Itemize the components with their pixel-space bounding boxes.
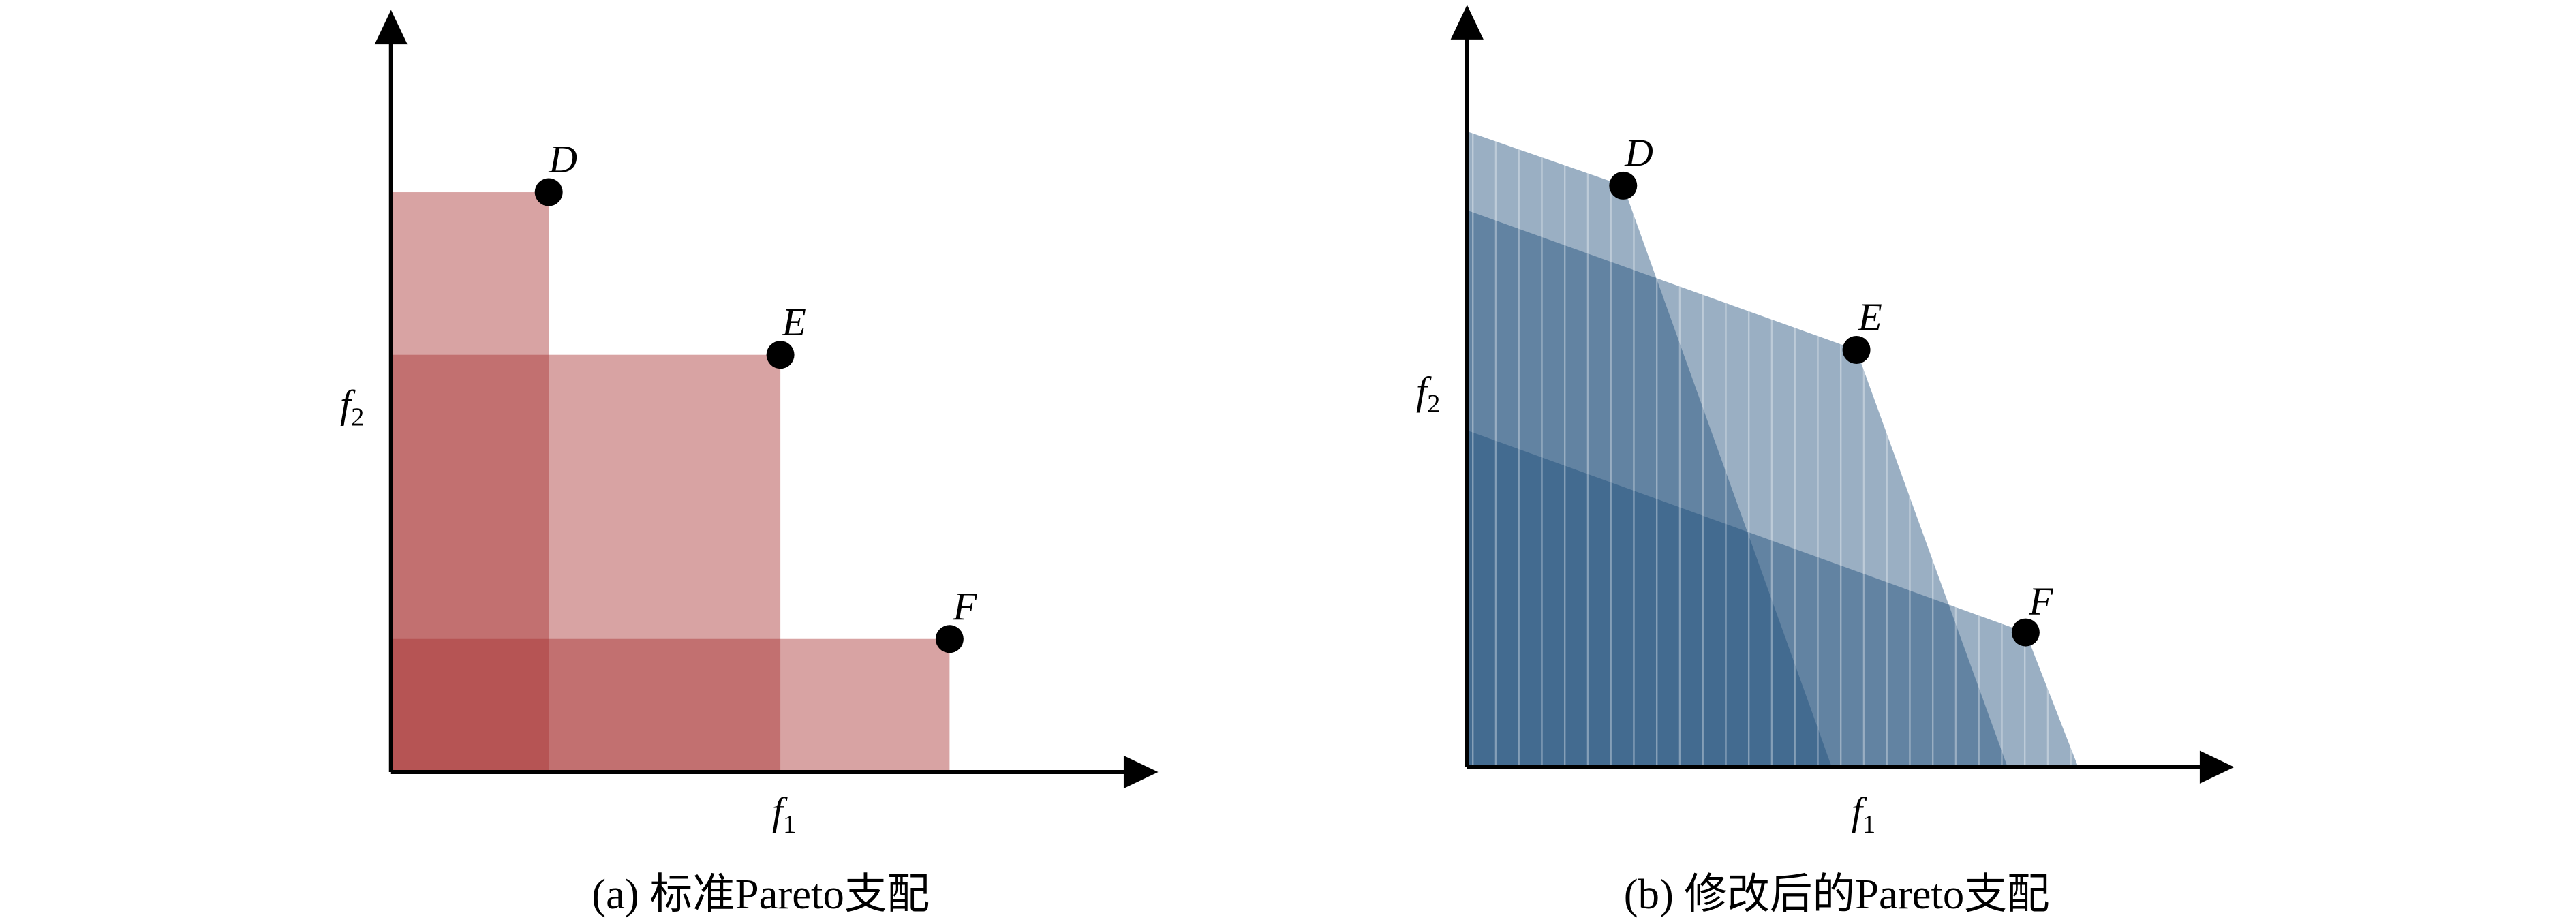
- label-sub: 2: [351, 403, 364, 431]
- panel-b: D E F f1 f2 (b) 修改后的Pareto支配: [1416, 5, 2235, 918]
- x-axis-label: f1: [772, 789, 796, 839]
- caption: (a) 标准Pareto支配: [592, 870, 930, 918]
- point: [2011, 618, 2040, 647]
- label-sub: 1: [783, 810, 796, 839]
- point-label: F: [952, 584, 977, 628]
- y-arrow: [374, 10, 408, 45]
- x-axis-label: f1: [1852, 789, 1875, 839]
- point: [1842, 335, 1871, 364]
- point: [766, 341, 795, 369]
- point: [935, 625, 964, 653]
- point-label: D: [1624, 130, 1653, 174]
- point: [534, 178, 563, 206]
- caption: (b) 修改后的Pareto支配: [1624, 870, 2050, 918]
- panel-a: D E F f1 f2 (a) 标准Pareto支配: [340, 10, 1159, 918]
- point-label: E: [782, 300, 806, 344]
- point-label: F: [2028, 579, 2053, 623]
- y-arrow: [1450, 5, 1484, 40]
- dominance-region: [390, 192, 549, 773]
- label-sub: 1: [1862, 810, 1875, 839]
- dominance-region: [390, 638, 950, 773]
- stripes: [1467, 131, 2079, 767]
- y-axis-label: f2: [340, 382, 364, 431]
- label-sub: 2: [1427, 390, 1440, 418]
- x-arrow: [1123, 755, 1159, 789]
- dominance-region: [390, 354, 781, 773]
- point-label: E: [1858, 295, 1882, 339]
- x-arrow: [2199, 750, 2235, 784]
- y-axis-label: f2: [1416, 369, 1440, 418]
- point-label: D: [548, 137, 577, 181]
- point: [1609, 171, 1638, 200]
